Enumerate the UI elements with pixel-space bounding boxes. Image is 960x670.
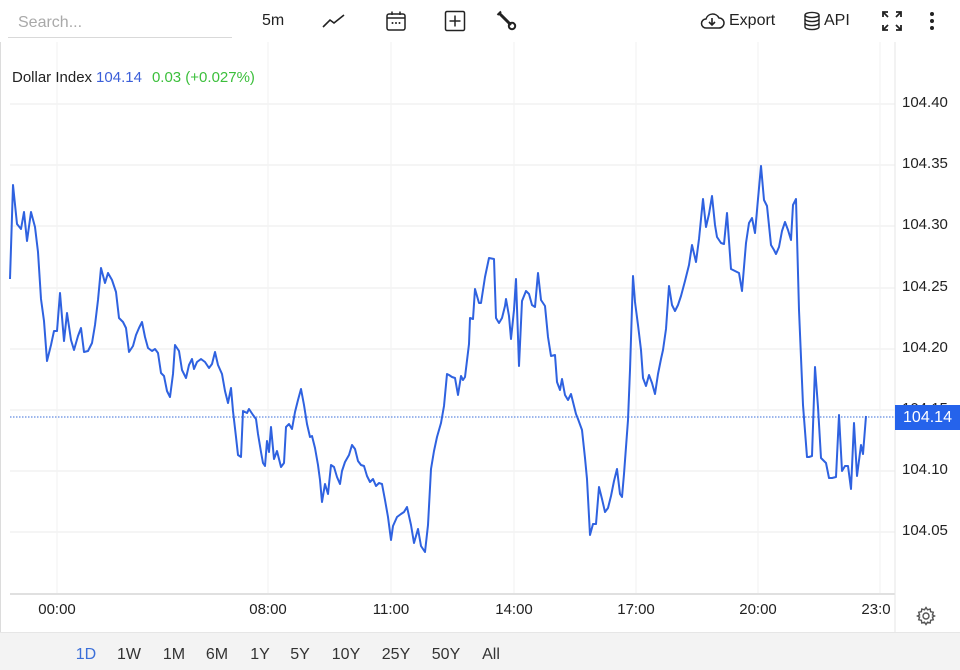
x-axis-label: 17:00 (617, 601, 655, 618)
range-25y[interactable]: 25Y (381, 646, 411, 663)
more-vertical-icon (930, 12, 934, 30)
x-axis-label: 20:00 (739, 601, 777, 618)
interval-selector[interactable]: 5m (262, 8, 284, 34)
wrench-icon (496, 10, 517, 31)
gear-icon (915, 606, 937, 626)
api-button[interactable]: API (803, 8, 850, 34)
add-indicator-button[interactable] (444, 8, 466, 34)
x-axis-label: 00:00 (38, 601, 76, 618)
range-all[interactable]: All (482, 646, 500, 663)
y-axis-label: 104.25 (902, 278, 948, 295)
x-axis-label: 23:0 (861, 601, 891, 618)
range-bar (0, 632, 960, 670)
range-5y[interactable]: 5Y (290, 646, 310, 663)
fullscreen-button[interactable] (880, 8, 904, 34)
y-axis-label: 104.30 (902, 216, 948, 233)
chart-left-border (0, 42, 1, 632)
y-axis-label: 104.35 (902, 155, 948, 172)
range-10y[interactable]: 10Y (331, 646, 361, 663)
y-axis-label: 104.10 (902, 461, 948, 478)
search-input[interactable] (8, 9, 232, 38)
settings-tools-button[interactable] (496, 8, 518, 34)
interval-label: 5m (262, 12, 285, 29)
instrument-name: Dollar Index (12, 69, 93, 86)
fullscreen-icon (882, 11, 902, 31)
line-chart-icon (322, 14, 345, 28)
range-1d[interactable]: 1D (75, 646, 97, 663)
x-axis-label: 11:00 (372, 601, 410, 618)
x-axis-label: 08:00 (249, 601, 287, 618)
chart-settings-button[interactable] (915, 606, 937, 631)
y-axis-label: 104.40 (902, 94, 948, 111)
api-label: API (824, 12, 850, 29)
horizontal-gridlines (10, 103, 895, 533)
cloud-download-icon (700, 13, 725, 29)
range-6m[interactable]: 6M (205, 646, 229, 663)
price-chart[interactable] (0, 42, 960, 632)
export-button[interactable]: Export (699, 8, 775, 34)
chart-legend: Dollar Index 104.14 0.03 (+0.027%) (12, 69, 255, 86)
range-50y[interactable]: 50Y (431, 646, 461, 663)
export-label: Export (729, 12, 776, 29)
range-1y[interactable]: 1Y (250, 646, 270, 663)
range-1m[interactable]: 1M (162, 646, 186, 663)
price-line (9, 165, 867, 553)
current-value: 104.14 (96, 69, 142, 86)
vertical-gridlines (56, 42, 881, 594)
add-indicator-icon (444, 10, 466, 32)
current-price-tag: 104.14 (895, 405, 960, 430)
price-change: 0.03 (+0.027%) (151, 69, 255, 86)
date-range-button[interactable] (385, 8, 407, 34)
toolbar: 5m Export API (0, 0, 960, 42)
y-axis-label: 104.20 (902, 339, 948, 356)
chart-type-button[interactable] (321, 8, 347, 34)
database-icon (804, 11, 820, 31)
x-axis-label: 14:00 (495, 601, 533, 618)
calendar-icon (386, 11, 406, 31)
y-axis-label: 104.05 (902, 522, 948, 539)
range-1w[interactable]: 1W (117, 646, 141, 663)
more-options-button[interactable] (924, 8, 940, 34)
